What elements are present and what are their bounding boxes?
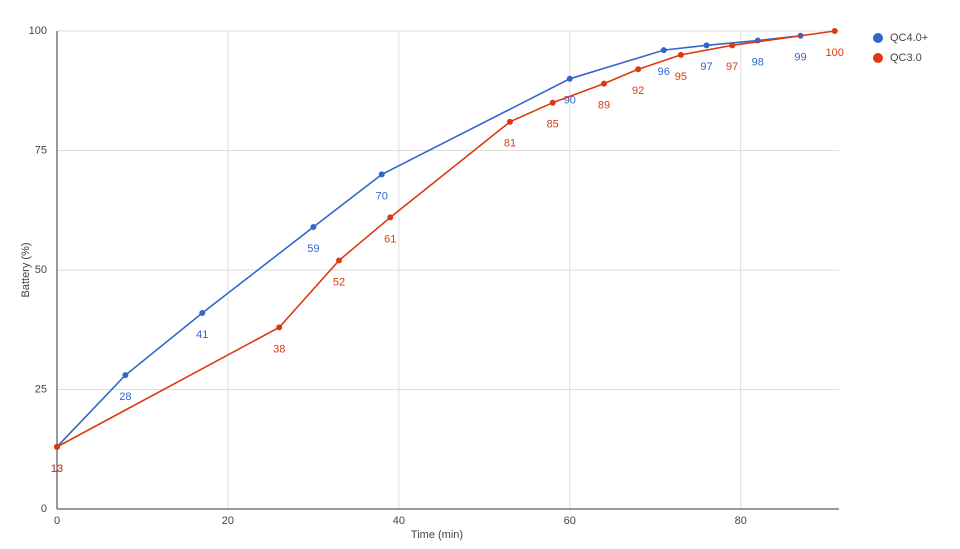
y-tick-label: 75 — [35, 144, 47, 156]
x-tick-label: 0 — [54, 515, 60, 527]
legend-label: QC3.0 — [890, 52, 922, 64]
data-label: 61 — [384, 233, 396, 245]
data-label: 13 — [51, 463, 63, 475]
data-point — [122, 372, 129, 379]
legend-marker — [873, 33, 883, 43]
legend-label: QC4.0+ — [890, 32, 928, 44]
data-label: 38 — [273, 343, 285, 355]
data-point — [677, 51, 684, 58]
data-label: 98 — [752, 56, 764, 68]
y-tick-label: 50 — [35, 264, 47, 276]
data-point — [660, 47, 667, 54]
data-point — [635, 66, 642, 73]
data-label: 97 — [726, 61, 738, 73]
data-label: 70 — [376, 190, 388, 202]
data-label: 59 — [307, 243, 319, 255]
data-point — [378, 171, 385, 178]
data-point — [199, 310, 206, 317]
data-point — [310, 223, 317, 230]
data-label: 81 — [504, 138, 516, 150]
data-label: 97 — [700, 61, 712, 73]
data-label: 99 — [794, 52, 806, 64]
data-label: 52 — [333, 276, 345, 288]
x-axis-title: Time (min) — [411, 529, 463, 541]
x-tick-label: 80 — [735, 515, 747, 527]
data-label: 89 — [598, 99, 610, 111]
x-tick-label: 60 — [564, 515, 576, 527]
data-label: 92 — [632, 85, 644, 97]
data-point — [54, 443, 60, 450]
data-point — [549, 99, 556, 106]
y-tick-label: 100 — [29, 25, 47, 37]
y-axis-title: Battery (%) — [20, 242, 32, 297]
x-tick-label: 20 — [222, 515, 234, 527]
data-label: 13 — [51, 463, 63, 475]
data-point — [600, 80, 607, 87]
data-point — [831, 28, 838, 34]
data-label: 85 — [547, 119, 559, 131]
data-point — [566, 75, 573, 82]
y-tick-label: 0 — [41, 503, 47, 515]
legend-marker — [873, 53, 883, 63]
data-point — [276, 324, 283, 331]
data-point — [729, 42, 736, 49]
series-line — [56, 34, 801, 448]
data-point — [387, 214, 394, 221]
y-tick-label: 25 — [35, 383, 47, 395]
x-tick-label: 40 — [393, 515, 405, 527]
data-label: 100 — [826, 47, 844, 59]
data-label: 41 — [196, 329, 208, 341]
data-label: 96 — [658, 66, 670, 78]
data-label: 95 — [675, 71, 687, 83]
series-line — [56, 30, 835, 448]
data-label: 28 — [119, 391, 131, 403]
data-point — [703, 42, 710, 49]
data-point — [506, 118, 513, 125]
data-point — [336, 257, 343, 264]
